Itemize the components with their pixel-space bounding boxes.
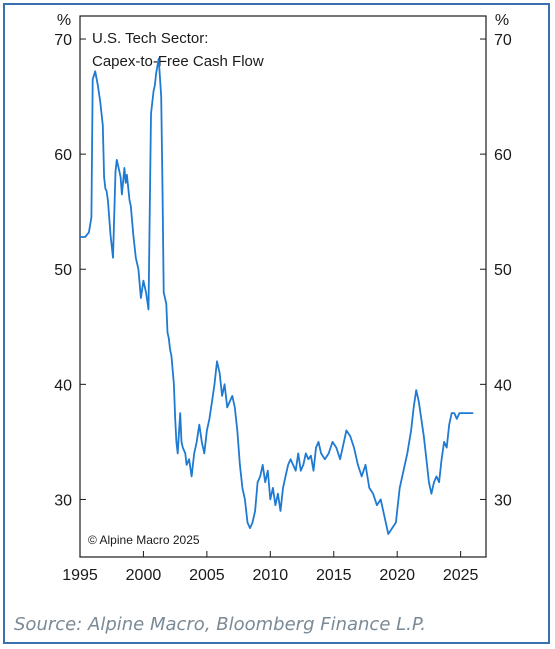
y-tick-label-right: 60 bbox=[494, 147, 512, 164]
x-tick-label: 2025 bbox=[443, 567, 479, 584]
y-axis-unit-right: % bbox=[495, 12, 509, 29]
copyright-note: © Alpine Macro 2025 bbox=[88, 533, 200, 547]
chart-title: U.S. Tech Sector: bbox=[92, 30, 208, 47]
y-tick-label-right: 30 bbox=[494, 492, 512, 509]
y-tick-label-left: 40 bbox=[54, 377, 72, 394]
y-tick-label-right: 50 bbox=[494, 262, 512, 279]
y-tick-label-left: 70 bbox=[54, 32, 72, 49]
y-tick-label-right: 40 bbox=[494, 377, 512, 394]
x-tick-label: 2000 bbox=[126, 567, 162, 584]
y-axis-unit-left: % bbox=[57, 12, 71, 29]
y-tick-label-left: 60 bbox=[54, 147, 72, 164]
x-tick-label: 1995 bbox=[62, 567, 98, 584]
x-tick-label: 2020 bbox=[379, 567, 415, 584]
x-tick-label: 2010 bbox=[253, 567, 289, 584]
plot-area bbox=[79, 15, 487, 558]
series-line bbox=[80, 57, 474, 535]
chart-subtitle: Capex-to-Free Cash Flow bbox=[92, 53, 264, 70]
x-tick-label: 2005 bbox=[189, 567, 225, 584]
x-tick-label: 2015 bbox=[316, 567, 352, 584]
y-tick-label-left: 30 bbox=[54, 492, 72, 509]
chart-frame bbox=[3, 3, 550, 644]
y-tick-label-left: 50 bbox=[54, 262, 72, 279]
source-note: Source: Alpine Macro, Bloomberg Finance … bbox=[14, 614, 426, 635]
y-tick-label-right: 70 bbox=[494, 32, 512, 49]
